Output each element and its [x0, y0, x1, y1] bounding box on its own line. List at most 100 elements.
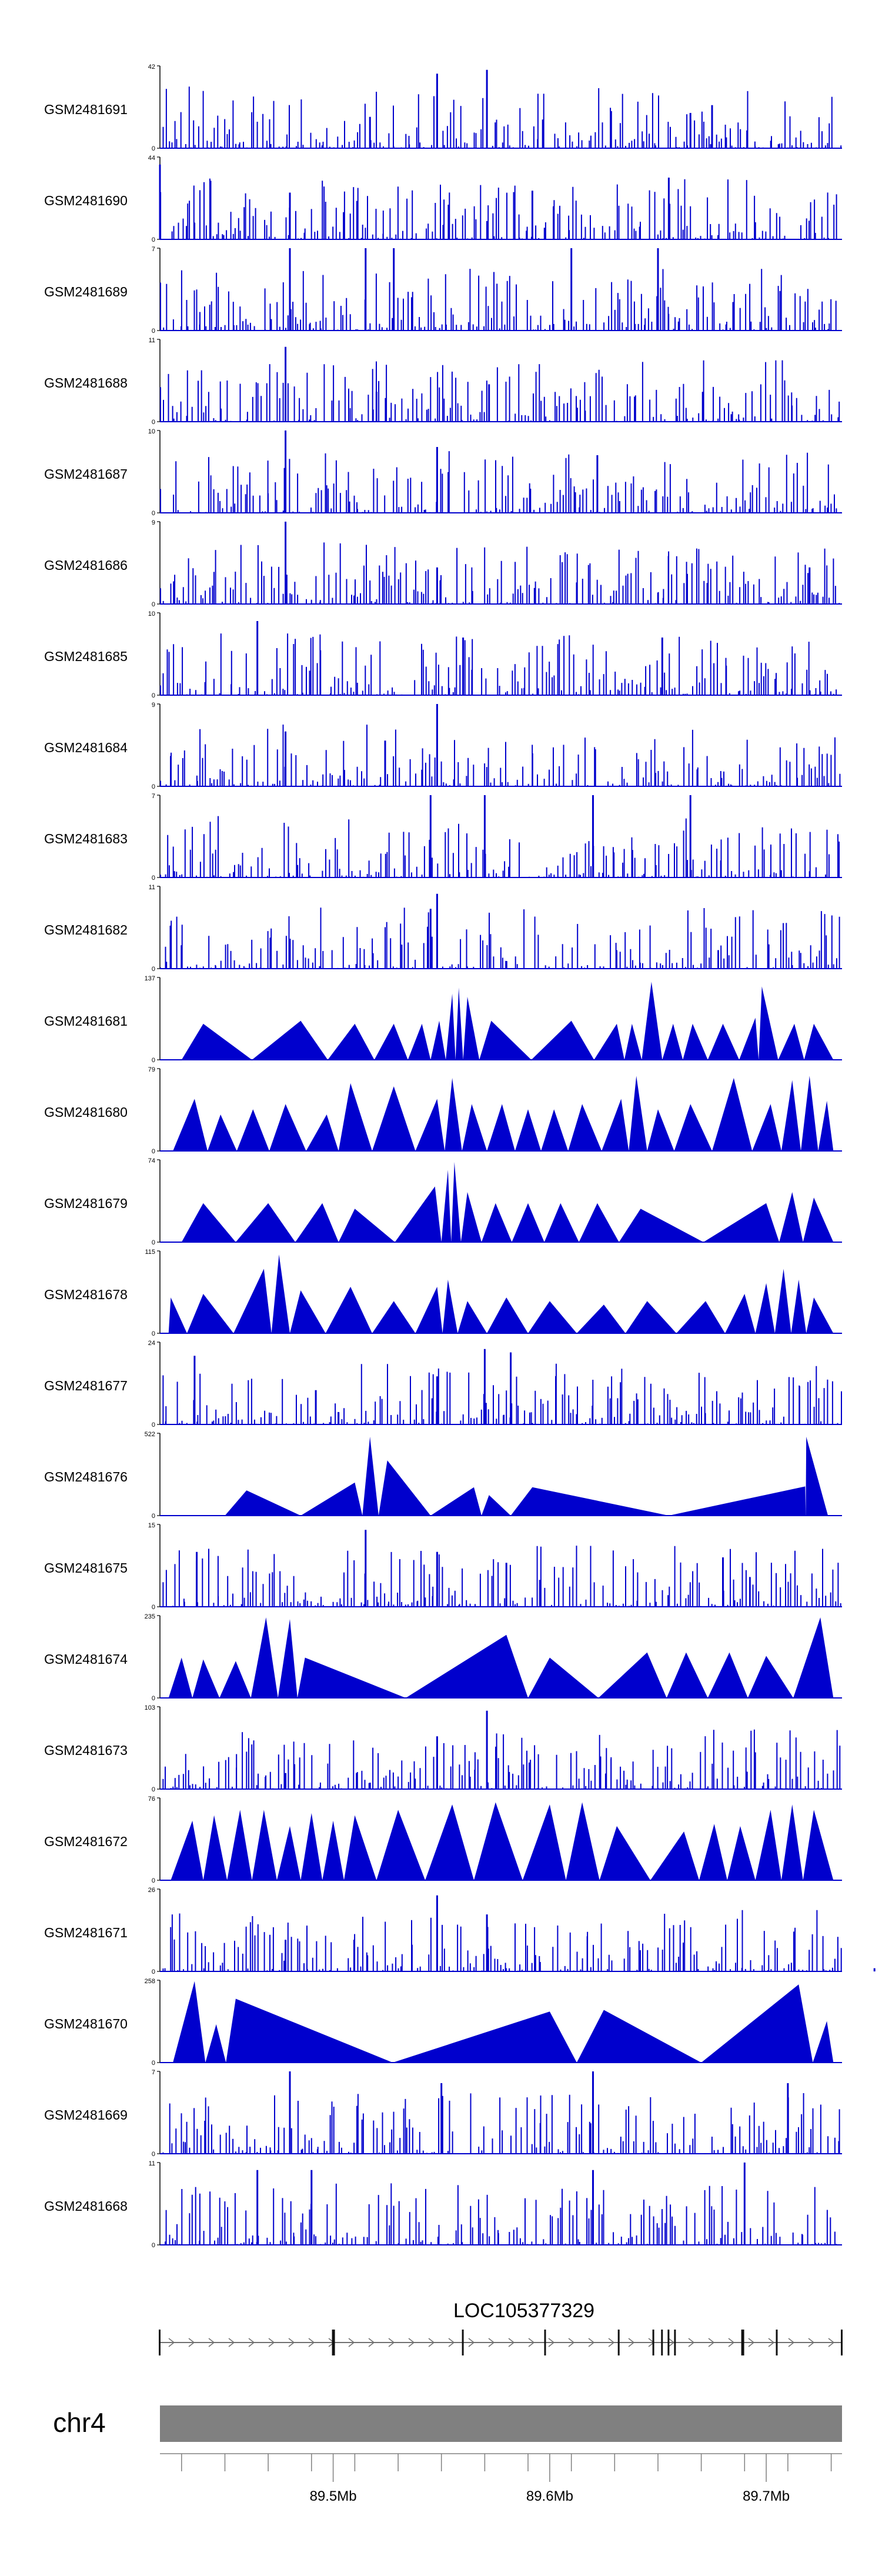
axis-tick-label: 89.6Mb — [526, 2488, 573, 2504]
track-gsm2481669: GSM2481669 7 0 — [44, 2069, 842, 2158]
track-gsm2481684: GSM2481684 9 0 — [44, 702, 842, 790]
coverage-peak — [328, 1023, 375, 1060]
y-tick-label-max: 103 — [145, 1704, 155, 1711]
track-gsm2481670: GSM2481670 258 0 — [44, 1978, 842, 2067]
track-label: GSM2481681 — [44, 1013, 128, 1029]
coverage-peak — [278, 1619, 298, 1698]
y-tick-label-min: 0 — [152, 1877, 155, 1884]
track-gsm2481685: GSM2481685 10 0 — [44, 610, 842, 699]
coverage-peak — [481, 1203, 512, 1242]
coverage-peak — [576, 2010, 701, 2063]
track-label: GSM2481674 — [44, 1651, 128, 1667]
coverage-peak — [300, 1813, 323, 1880]
coverage-peak — [236, 1109, 269, 1151]
coverage-peak — [576, 1304, 626, 1333]
track-label: GSM2481691 — [44, 102, 128, 117]
track-label: GSM2481668 — [44, 2198, 128, 2214]
coverage-peak — [778, 1023, 804, 1060]
coverage-peak — [624, 1023, 642, 1060]
track-gsm2481683: GSM2481683 7 0 — [44, 793, 842, 882]
y-tick-label-min: 0 — [152, 966, 155, 973]
track-gsm2481679: GSM2481679 74 0 — [44, 1157, 842, 1246]
strand-arrow — [528, 2338, 535, 2347]
coverage-peak — [707, 1652, 748, 1698]
coverage-peak — [338, 1209, 395, 1242]
coverage-peak — [445, 1077, 462, 1151]
y-tick-label-min: 0 — [152, 2060, 155, 2067]
y-tick-label-min: 0 — [152, 328, 155, 335]
track-label: GSM2481671 — [44, 1925, 128, 1940]
coverage-peak — [378, 1460, 431, 1516]
y-tick-label-max: 10 — [148, 428, 155, 435]
y-tick-label-max: 79 — [148, 1066, 155, 1073]
coverage-peak — [415, 1099, 445, 1151]
y-tick-label-max: 258 — [145, 1978, 155, 1985]
coverage-signal — [160, 451, 841, 513]
coverage-peak — [205, 2024, 226, 2063]
coverage-peak — [512, 1203, 544, 1242]
y-tick-label-max: 42 — [148, 64, 155, 71]
coverage-peak — [338, 1083, 372, 1151]
coverage-signal — [162, 1546, 841, 1607]
track-gsm2481677: GSM2481677 24 0 — [44, 1340, 842, 1429]
coverage-peak — [739, 1017, 759, 1060]
coverage-peak — [747, 1656, 794, 1698]
coverage-peak — [791, 1279, 807, 1333]
track-gsm2481686: GSM2481686 9 0 — [44, 519, 842, 608]
y-tick-label-max: 11 — [149, 884, 155, 891]
gene-exon — [667, 2330, 670, 2355]
y-tick-label-min: 0 — [152, 1148, 155, 1155]
coverage-peak — [806, 1436, 828, 1516]
strand-arrow — [508, 2338, 515, 2347]
coverage-peak — [406, 1634, 528, 1698]
coverage-peak — [208, 1115, 237, 1151]
coverage-peak — [269, 1104, 306, 1151]
coverage-peak — [666, 1652, 708, 1698]
coverage-peak — [441, 1170, 452, 1242]
track-gsm2481691: GSM2481691 42 0 — [44, 64, 842, 152]
coverage-peak — [701, 1984, 813, 2063]
y-tick-label-min: 0 — [152, 1695, 155, 1702]
coverage-peak — [544, 1203, 579, 1242]
strand-arrow — [608, 2338, 615, 2347]
track-label: GSM2481687 — [44, 466, 128, 482]
coverage-peak — [625, 1301, 677, 1333]
track-label: GSM2481680 — [44, 1105, 128, 1120]
strand-arrow — [368, 2338, 375, 2347]
y-tick-label-min: 0 — [152, 783, 155, 790]
strand-arrow — [308, 2338, 315, 2347]
coverage-peak — [181, 1023, 252, 1060]
coverage-peak — [173, 1981, 206, 2063]
coverage-peak — [699, 1824, 727, 1880]
coverage-peak — [522, 1804, 566, 1880]
track-label: GSM2481685 — [44, 649, 128, 664]
strand-arrow — [288, 2338, 295, 2347]
coverage-peak — [192, 1659, 220, 1698]
coverage-peak — [374, 1023, 408, 1060]
coverage-peak — [755, 1283, 775, 1333]
strand-arrow — [548, 2338, 555, 2347]
coverage-peak — [430, 1487, 482, 1516]
coverage-tracks: GSM2481691420GSM2481690440GSM248168970GS… — [44, 64, 876, 2249]
track-gsm2481682: GSM2481682 11 0 — [44, 884, 842, 973]
y-tick-label-min: 0 — [152, 692, 155, 699]
coverage-peak — [598, 1652, 667, 1698]
coverage-peak — [235, 1203, 296, 1242]
coverage-peak — [300, 1482, 363, 1516]
coverage-peak — [203, 1815, 228, 1880]
coverage-signal — [162, 86, 842, 148]
track-label: GSM2481675 — [44, 1560, 128, 1576]
y-tick-label-min: 0 — [152, 2151, 155, 2158]
coverage-peak — [171, 1820, 203, 1880]
strand-arrow — [248, 2338, 255, 2347]
coverage-peak — [392, 2011, 577, 2063]
coverage-signal — [162, 1910, 842, 1971]
coverage-peak — [662, 1023, 683, 1060]
track-gsm2481689: GSM2481689 7 0 — [44, 246, 842, 335]
gene-exon — [841, 2330, 843, 2355]
coverage-peak — [395, 1186, 442, 1242]
coverage-peak — [457, 1301, 487, 1333]
coverage-peak — [793, 1617, 834, 1698]
y-tick-label-max: 15 — [148, 1522, 155, 1529]
